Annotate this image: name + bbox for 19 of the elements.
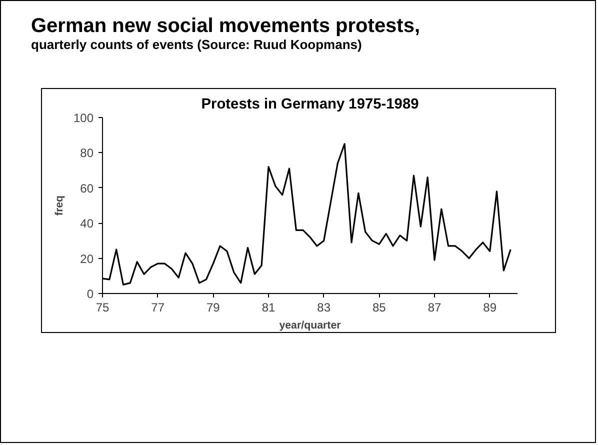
x-tick-label: 79 [206,300,220,314]
y-tick-label: 60 [80,181,94,196]
text: quarterly counts of events (Source: Ruud Koopmans) [31,37,362,52]
text: German new social movements protests, [31,15,420,37]
x-tick-label: 81 [262,300,276,314]
x-tick-label: 85 [372,300,386,314]
x-tick-label: 83 [317,300,331,314]
y-tick-label: 100 [73,111,94,125]
x-tick-label: 87 [428,300,442,314]
y-tick-label: 20 [80,252,94,266]
x-axis-title: year/quarter [279,320,341,332]
y-tick-label: 80 [80,146,94,160]
x-tick-label: 75 [96,300,110,314]
chart-title: Protests in Germany 1975-1989 [201,96,419,112]
x-tick-label: 89 [483,300,497,314]
y-axis-title: freq [53,195,66,216]
y-tick-label: 0 [86,287,94,301]
x-tick-label: 77 [151,300,165,314]
y-tick-label: 40 [80,216,94,231]
